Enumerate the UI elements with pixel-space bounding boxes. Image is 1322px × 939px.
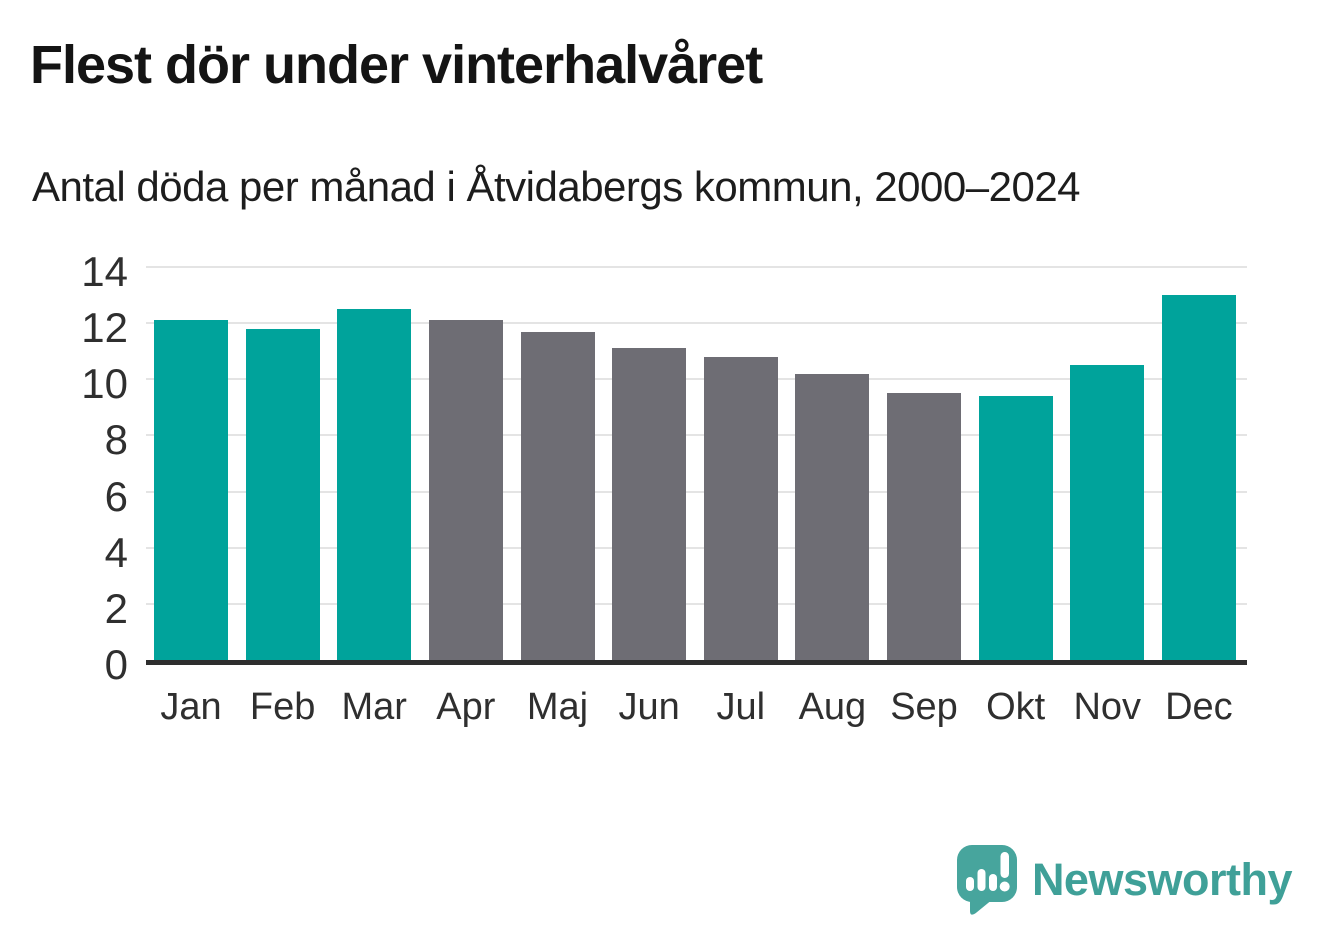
x-tick-label-feb: Feb bbox=[249, 686, 316, 728]
x-tick-label-jun: Jun bbox=[618, 686, 680, 728]
x-tick-label-dec: Dec bbox=[1165, 686, 1233, 728]
y-tick-label-8: 8 bbox=[104, 416, 128, 464]
x-axis: Jan Feb Mar Apr Maj Jun Jul Aug Sep Okt Nov Dec bbox=[154, 686, 1236, 729]
y-tick-label-0: 0 bbox=[104, 641, 128, 688]
gridline-10 bbox=[146, 378, 1247, 381]
x-tick-label-mar: Mar bbox=[341, 686, 407, 728]
bar-nov bbox=[1070, 365, 1145, 660]
chart-subtitle: Antal döda per månad i Åtvidabergs kommu… bbox=[32, 163, 1081, 210]
bar-feb bbox=[245, 328, 320, 660]
bars-group bbox=[154, 272, 1236, 660]
bar-apr bbox=[428, 320, 503, 660]
gridline-12 bbox=[146, 322, 1247, 325]
brand-name: Newsworthy bbox=[1031, 854, 1293, 905]
gridline-2 bbox=[146, 602, 1247, 605]
x-tick-label-okt: Okt bbox=[986, 686, 1046, 728]
x-tick-label-aug: Aug bbox=[798, 686, 867, 728]
y-tick-label-6: 6 bbox=[104, 472, 128, 520]
gridline-14 bbox=[146, 266, 1247, 268]
bar-jul bbox=[703, 356, 778, 660]
x-tick-label-apr: Apr bbox=[436, 686, 496, 728]
bar-sep bbox=[887, 393, 961, 660]
x-tick-label-sep: Sep bbox=[890, 686, 958, 728]
bar-maj bbox=[520, 331, 595, 660]
x-tick-label-jan: Jan bbox=[160, 686, 222, 728]
x-tick-label-jul: Jul bbox=[716, 686, 766, 728]
bar-jan bbox=[154, 320, 228, 660]
y-axis: 0 2 4 6 8 10 12 14 bbox=[0, 248, 128, 688]
x-tick-label-maj: Maj bbox=[526, 686, 589, 728]
bar-mar bbox=[337, 309, 412, 660]
bar-jun bbox=[612, 348, 687, 660]
plot-area bbox=[146, 266, 1247, 665]
bar-aug bbox=[795, 373, 870, 660]
chart-title: Flest dör under vinterhalvåret bbox=[30, 35, 763, 95]
y-tick-label-10: 10 bbox=[81, 360, 128, 408]
y-tick-label-4: 4 bbox=[104, 528, 128, 576]
newsworthy-logo-icon bbox=[956, 845, 1017, 915]
bar-okt bbox=[978, 396, 1053, 660]
y-tick-label-14: 14 bbox=[81, 248, 128, 295]
y-tick-label-2: 2 bbox=[104, 584, 128, 632]
gridline-4 bbox=[146, 546, 1247, 549]
y-tick-label-12: 12 bbox=[81, 304, 128, 352]
bar-dec bbox=[1161, 295, 1236, 660]
branding: Newsworthy bbox=[955, 843, 1293, 917]
x-tick-label-nov: Nov bbox=[1073, 686, 1142, 728]
gridline-8 bbox=[146, 434, 1247, 437]
gridline-6 bbox=[146, 490, 1247, 493]
